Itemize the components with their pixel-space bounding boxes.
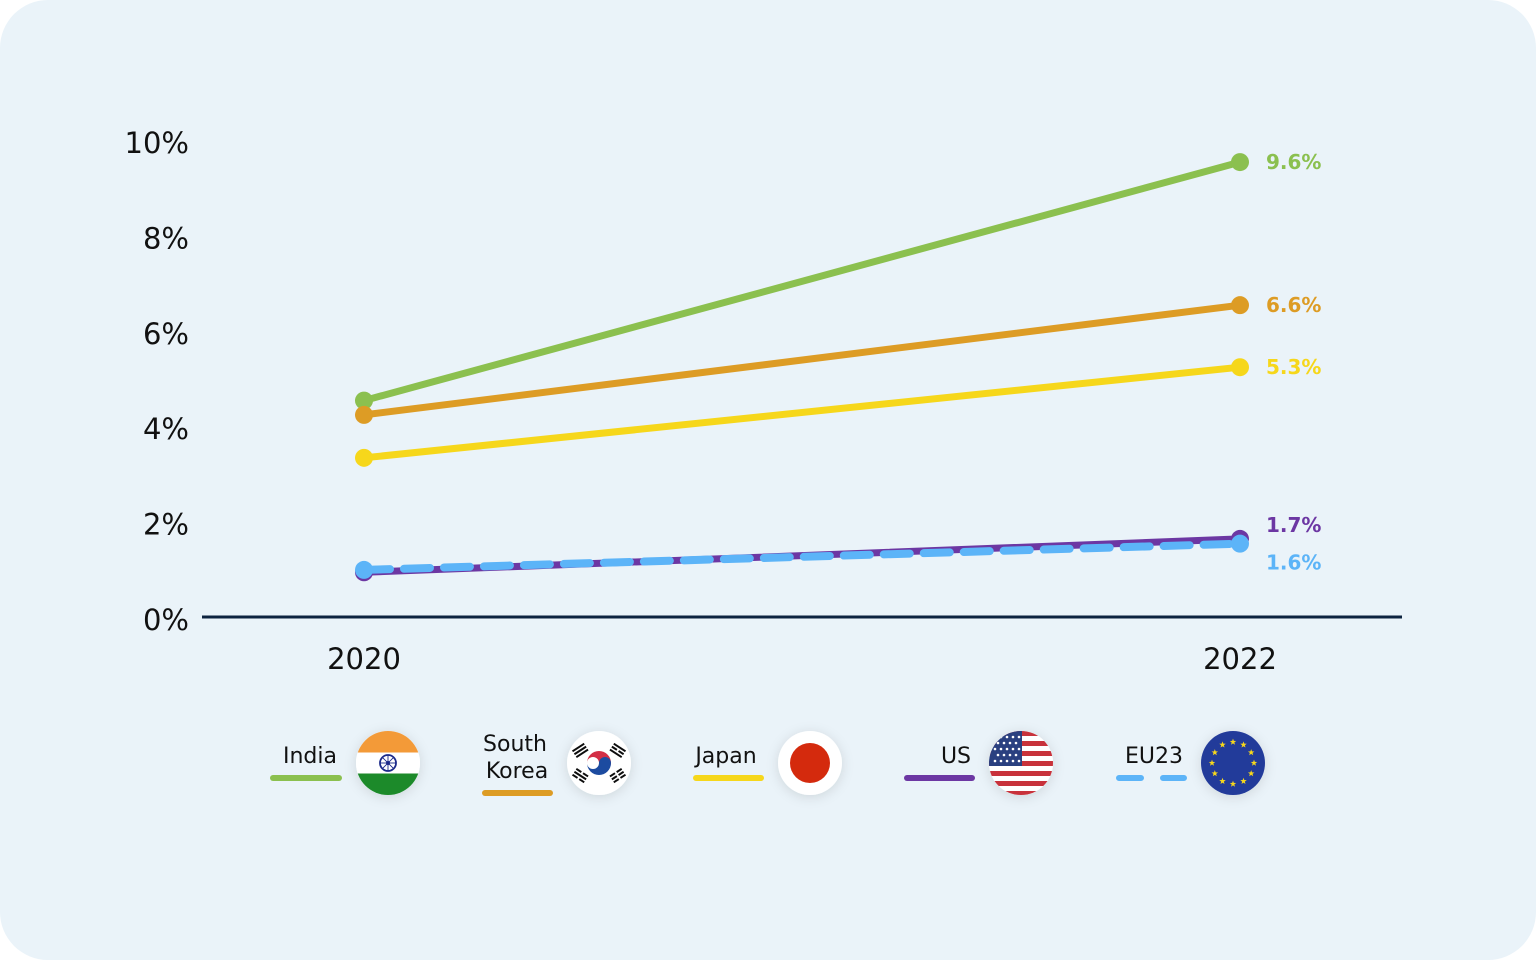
data-point-eu23-2022 — [1231, 534, 1249, 553]
x-tick-label: 2020 — [327, 642, 401, 676]
eu-star — [1219, 777, 1226, 784]
legend-label-eu23: EU23 — [1125, 744, 1183, 769]
series-line-south-korea — [360, 301, 1244, 419]
series-india — [355, 153, 1249, 410]
japan-flag-icon — [778, 731, 842, 795]
eu-star — [1240, 741, 1247, 748]
y-tick-label: 4% — [143, 412, 189, 446]
data-point-south-korea-2022 — [1231, 296, 1249, 315]
end-label-eu23: 1.6% — [1266, 551, 1321, 575]
legend: India — [270, 731, 1265, 796]
eu-flag-icon — [1201, 731, 1265, 795]
y-tick-label: 2% — [143, 508, 189, 542]
data-point-japan-2022 — [1231, 358, 1249, 377]
end-label-us: 1.7% — [1266, 513, 1321, 537]
data-point-india-2022 — [1231, 153, 1249, 172]
data-point-japan-2020 — [355, 448, 373, 467]
data-point-south-korea-2020 — [355, 405, 373, 424]
legend-label-south-korea-line1: South — [483, 732, 547, 757]
legend-label-south-korea-line2: Korea — [486, 759, 548, 784]
y-tick-label: 10% — [125, 126, 189, 160]
eu-star — [1229, 780, 1237, 787]
legend-label-us: US — [941, 744, 971, 769]
end-label-india: 9.6% — [1266, 150, 1321, 174]
series-line-india — [360, 158, 1244, 405]
series-line-eu23 — [360, 539, 1244, 574]
eu-star — [1240, 777, 1247, 784]
legend-item-india[interactable]: India — [270, 731, 420, 796]
end-labels: 9.6% 6.6% 5.3% 1.7% 1.6% — [1266, 150, 1321, 575]
y-axis-ticks: 0% 2% 4% 6% 8% 10% — [125, 126, 189, 637]
eu-star — [1247, 770, 1255, 777]
eu-star — [1219, 741, 1226, 748]
series-south-korea — [355, 296, 1249, 424]
series-japan — [355, 358, 1249, 467]
legend-item-south-korea[interactable]: South Korea — [482, 731, 631, 796]
series-line-japan — [360, 363, 1244, 462]
x-tick-label: 2022 — [1203, 642, 1277, 676]
series-eu23 — [355, 534, 1249, 579]
eu-star — [1211, 770, 1219, 777]
south-korea-flag-icon — [567, 731, 631, 795]
legend-label-japan: Japan — [693, 744, 756, 769]
legend-label-india: India — [283, 744, 337, 769]
legend-item-japan[interactable]: Japan — [693, 731, 842, 795]
y-tick-label: 6% — [143, 317, 189, 351]
us-flag-icon — [989, 731, 1053, 795]
eu-star — [1250, 759, 1258, 766]
eu-star — [1208, 759, 1216, 766]
india-flag-icon — [356, 731, 420, 795]
series-layer — [355, 153, 1249, 582]
x-axis-ticks: 2020 2022 — [327, 642, 1277, 676]
eu-star — [1229, 738, 1237, 745]
data-point-india-2020 — [355, 391, 373, 410]
end-label-south-korea: 6.6% — [1266, 293, 1321, 317]
end-label-japan: 5.3% — [1266, 355, 1321, 379]
data-point-eu23-2020 — [355, 560, 373, 579]
legend-item-eu23[interactable]: EU23 — [1116, 731, 1265, 795]
eu-star — [1247, 749, 1255, 756]
y-tick-label: 0% — [143, 603, 189, 637]
y-tick-label: 8% — [143, 221, 189, 255]
eu-star — [1211, 749, 1219, 756]
legend-item-us[interactable]: US — [904, 731, 1053, 796]
